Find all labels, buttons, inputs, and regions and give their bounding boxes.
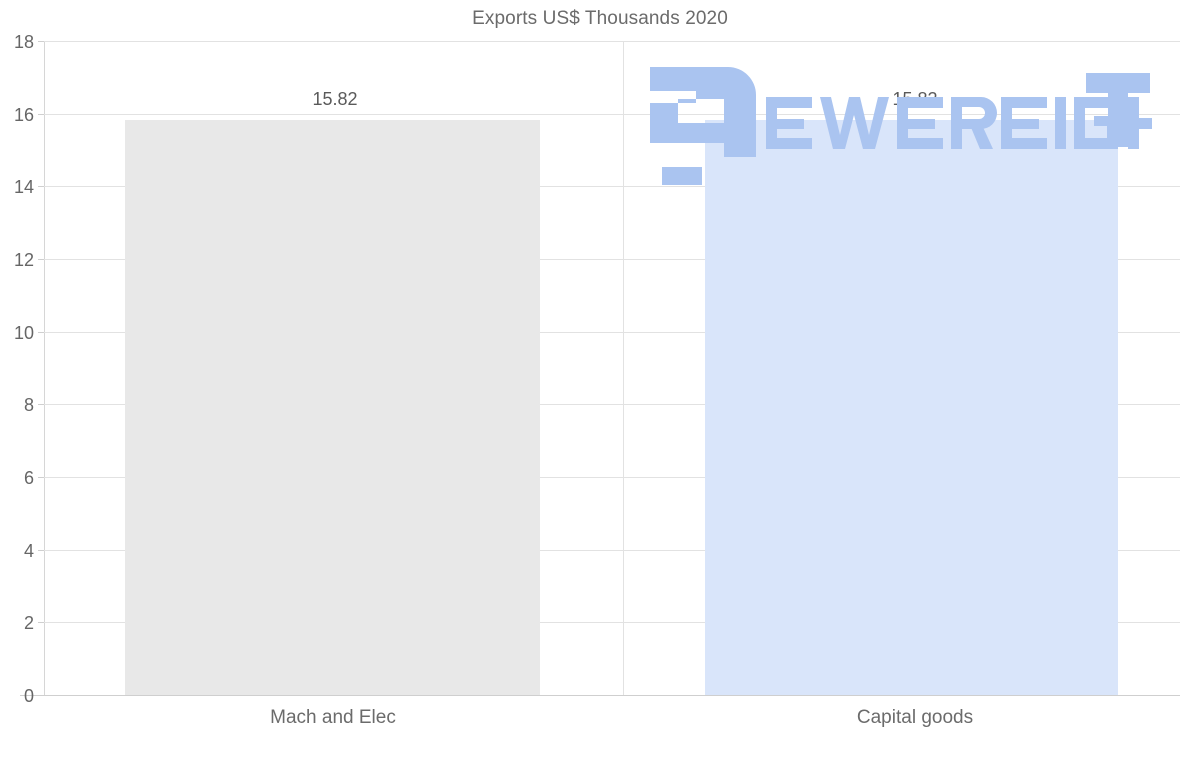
y-tick-label-16: 16: [13, 105, 34, 125]
gridline-x-category-separator: [623, 41, 624, 695]
y-tick-label-14: 14: [13, 177, 34, 197]
y-tick-mark-8: [38, 404, 45, 405]
x-tick-label-mach-and-elec: Mach and Elec: [270, 707, 396, 728]
y-tick-label-2: 2: [23, 613, 34, 633]
bar-value-label-capital-goods: 15.82: [892, 89, 938, 109]
gridline-y-18: [44, 41, 1180, 42]
y-tick-label-4: 4: [23, 541, 34, 561]
gridline-y-8: [44, 404, 1180, 405]
y-tick-mark-14: [38, 186, 45, 187]
gridline-y-16: [44, 114, 1180, 115]
y-axis-line: [44, 41, 45, 696]
y-tick-mark-0: [38, 695, 45, 696]
y-tick-mark-6: [38, 477, 45, 478]
x-axis-line: [20, 695, 1180, 696]
chart-title: Exports US$ Thousands 2020: [472, 8, 728, 29]
plot-area: [44, 41, 1180, 695]
x-tick-label-capital-goods: Capital goods: [856, 707, 974, 728]
bar-capital-goods[interactable]: [705, 120, 1118, 695]
y-tick-mark-16: [38, 114, 45, 115]
gridline-y-4: [44, 550, 1180, 551]
y-tick-label-6: 6: [23, 468, 34, 488]
y-tick-mark-2: [38, 622, 45, 623]
gridline-y-10: [44, 332, 1180, 333]
gridline-y-12: [44, 259, 1180, 260]
y-tick-mark-12: [38, 259, 45, 260]
bar-mach-and-elec[interactable]: [125, 120, 540, 695]
y-tick-label-10: 10: [13, 323, 34, 343]
gridline-y-6: [44, 477, 1180, 478]
y-tick-label-12: 12: [13, 250, 34, 270]
y-tick-mark-10: [38, 332, 45, 333]
y-tick-label-8: 8: [23, 395, 34, 415]
bar-value-label-mach-and-elec: 15.82: [312, 89, 358, 109]
gridline-y-14: [44, 186, 1180, 187]
y-tick-mark-4: [38, 550, 45, 551]
y-tick-label-18: 18: [13, 32, 34, 52]
gridline-y-2: [44, 622, 1180, 623]
y-tick-mark-18: [38, 41, 45, 42]
y-tick-label-0: 0: [23, 686, 34, 706]
